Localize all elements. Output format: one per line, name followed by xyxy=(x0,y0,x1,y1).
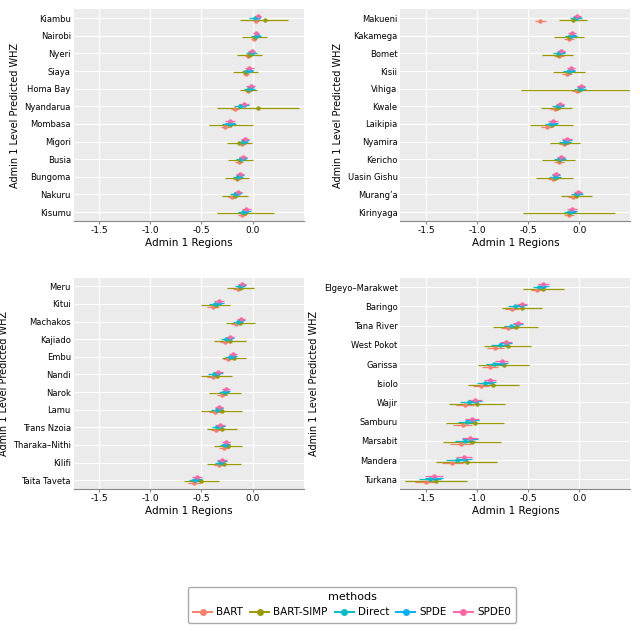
X-axis label: Admin 1 Regions: Admin 1 Regions xyxy=(145,238,232,248)
X-axis label: Admin 1 Regions: Admin 1 Regions xyxy=(472,238,559,248)
Y-axis label: Admin 1 Level Predicted WHZ: Admin 1 Level Predicted WHZ xyxy=(310,310,319,456)
Y-axis label: Admin 1 Level Predicted WHZ: Admin 1 Level Predicted WHZ xyxy=(10,42,20,187)
Y-axis label: Admin 1 Level Predicted WHZ: Admin 1 Level Predicted WHZ xyxy=(0,310,9,456)
X-axis label: Admin 1 Regions: Admin 1 Regions xyxy=(472,506,559,516)
Y-axis label: Admin 1 Level Predicted WHZ: Admin 1 Level Predicted WHZ xyxy=(333,42,344,187)
X-axis label: Admin 1 Regions: Admin 1 Regions xyxy=(145,506,232,516)
Legend: BART, BART-SIMP, Direct, SPDE, SPDE0: BART, BART-SIMP, Direct, SPDE, SPDE0 xyxy=(188,587,516,623)
